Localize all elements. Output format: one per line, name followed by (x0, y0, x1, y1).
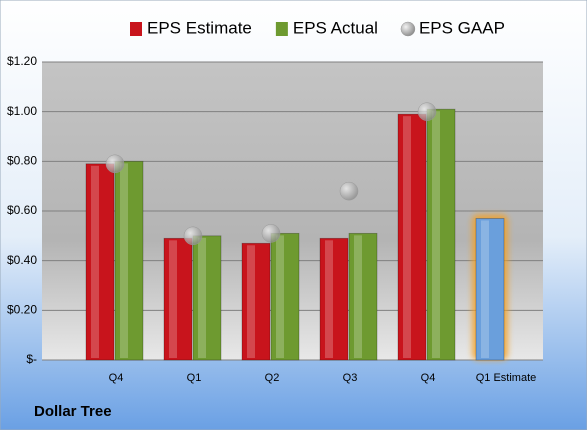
y-tick-label: $- (26, 352, 37, 366)
x-tick-label: Q1 (187, 372, 202, 384)
bar-highlight (198, 237, 206, 358)
legend-swatch (275, 22, 288, 36)
x-tick-label: Q1 Estimate (476, 372, 537, 384)
bar (397, 113, 427, 361)
y-tick-label: $1.20 (7, 54, 37, 68)
legend-label: EPS GAAP (419, 18, 505, 37)
x-tick-label: Q4 (109, 372, 124, 384)
bar (241, 242, 271, 361)
bar (426, 108, 456, 361)
legend-swatch (130, 22, 142, 36)
bar (475, 218, 505, 361)
y-tick-label: $0.60 (7, 203, 37, 217)
bar (348, 232, 378, 361)
chart-title: Dollar Tree (34, 403, 112, 420)
bar-highlight (325, 240, 333, 358)
bar (319, 237, 349, 361)
bar-highlight (432, 111, 440, 358)
gaap-marker (339, 181, 359, 201)
gaap-marker (417, 102, 437, 121)
gaap-marker (183, 226, 203, 246)
bar (192, 235, 222, 361)
bar-highlight (276, 235, 284, 358)
bar-highlight (354, 235, 362, 358)
legend-label: EPS Actual (293, 18, 378, 37)
legend-label: EPS Estimate (147, 18, 252, 37)
legend-swatch (400, 21, 416, 37)
y-tick-label: $0.40 (7, 253, 37, 267)
bar (114, 160, 144, 361)
x-tick-label: Q3 (343, 372, 358, 384)
bar-highlight (403, 116, 411, 359)
y-tick-label: $1.00 (7, 104, 37, 118)
bar (85, 163, 115, 361)
bar-highlight (247, 245, 255, 358)
bar-highlight (169, 240, 177, 358)
bar-highlight (91, 165, 99, 358)
x-tick-label: Q2 (265, 372, 280, 384)
x-tick-label: Q4 (421, 372, 436, 384)
gaap-marker (105, 154, 125, 174)
bar (163, 237, 193, 361)
bar (270, 232, 300, 361)
bar-highlight (120, 163, 128, 358)
bar-highlight (481, 220, 489, 358)
y-tick-label: $0.20 (7, 303, 37, 317)
gaap-marker (261, 224, 281, 243)
y-tick-label: $0.80 (7, 154, 37, 168)
